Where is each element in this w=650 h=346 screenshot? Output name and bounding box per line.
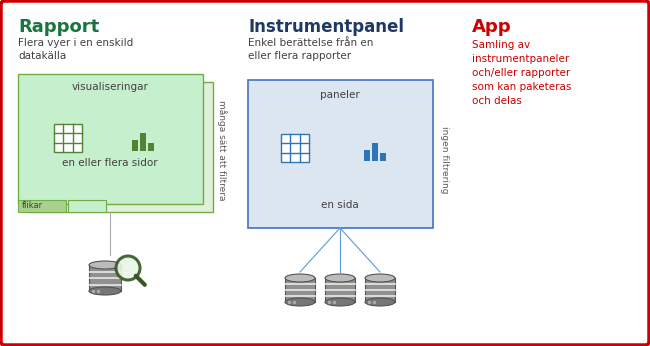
Bar bbox=[281, 134, 309, 162]
Ellipse shape bbox=[285, 298, 315, 306]
FancyBboxPatch shape bbox=[18, 74, 203, 204]
Bar bbox=[18, 200, 66, 212]
Bar bbox=[132, 140, 138, 151]
Text: App: App bbox=[472, 18, 512, 36]
Bar bbox=[140, 133, 146, 151]
Bar bbox=[372, 143, 378, 161]
Ellipse shape bbox=[89, 287, 121, 295]
Bar bbox=[380, 153, 386, 161]
Ellipse shape bbox=[285, 274, 315, 282]
FancyBboxPatch shape bbox=[248, 80, 433, 228]
Ellipse shape bbox=[89, 261, 121, 269]
Text: en sida: en sida bbox=[321, 200, 359, 210]
Bar bbox=[365, 278, 395, 302]
Bar bbox=[148, 143, 154, 151]
Text: Flera vyer i en enskild
datakälla: Flera vyer i en enskild datakälla bbox=[18, 38, 133, 61]
Ellipse shape bbox=[325, 298, 355, 306]
Text: en eller flera sidor: en eller flera sidor bbox=[62, 158, 158, 168]
Bar bbox=[89, 265, 121, 291]
Text: flikar: flikar bbox=[22, 200, 43, 209]
Text: visualiseringar: visualiseringar bbox=[72, 82, 148, 92]
Bar bbox=[285, 278, 315, 302]
Ellipse shape bbox=[365, 298, 395, 306]
Ellipse shape bbox=[365, 274, 395, 282]
Bar bbox=[54, 124, 82, 152]
Text: paneler: paneler bbox=[320, 90, 360, 100]
Text: Rapport: Rapport bbox=[18, 18, 99, 36]
Text: många sätt att filtrera: många sätt att filtrera bbox=[217, 100, 227, 200]
Text: ingen filtrering: ingen filtrering bbox=[441, 126, 450, 194]
Text: Enkel berättelse från en
eller flera rapporter: Enkel berättelse från en eller flera rap… bbox=[248, 38, 373, 61]
Text: Instrumentpanel: Instrumentpanel bbox=[248, 18, 404, 36]
Bar bbox=[364, 151, 370, 161]
Text: Samling av
instrumentpaneler
och/eller rapporter
som kan paketeras
och delas: Samling av instrumentpaneler och/eller r… bbox=[472, 40, 571, 106]
Bar bbox=[325, 278, 355, 302]
Bar bbox=[68, 200, 106, 212]
FancyBboxPatch shape bbox=[28, 82, 213, 212]
Ellipse shape bbox=[325, 274, 355, 282]
Circle shape bbox=[116, 256, 140, 280]
